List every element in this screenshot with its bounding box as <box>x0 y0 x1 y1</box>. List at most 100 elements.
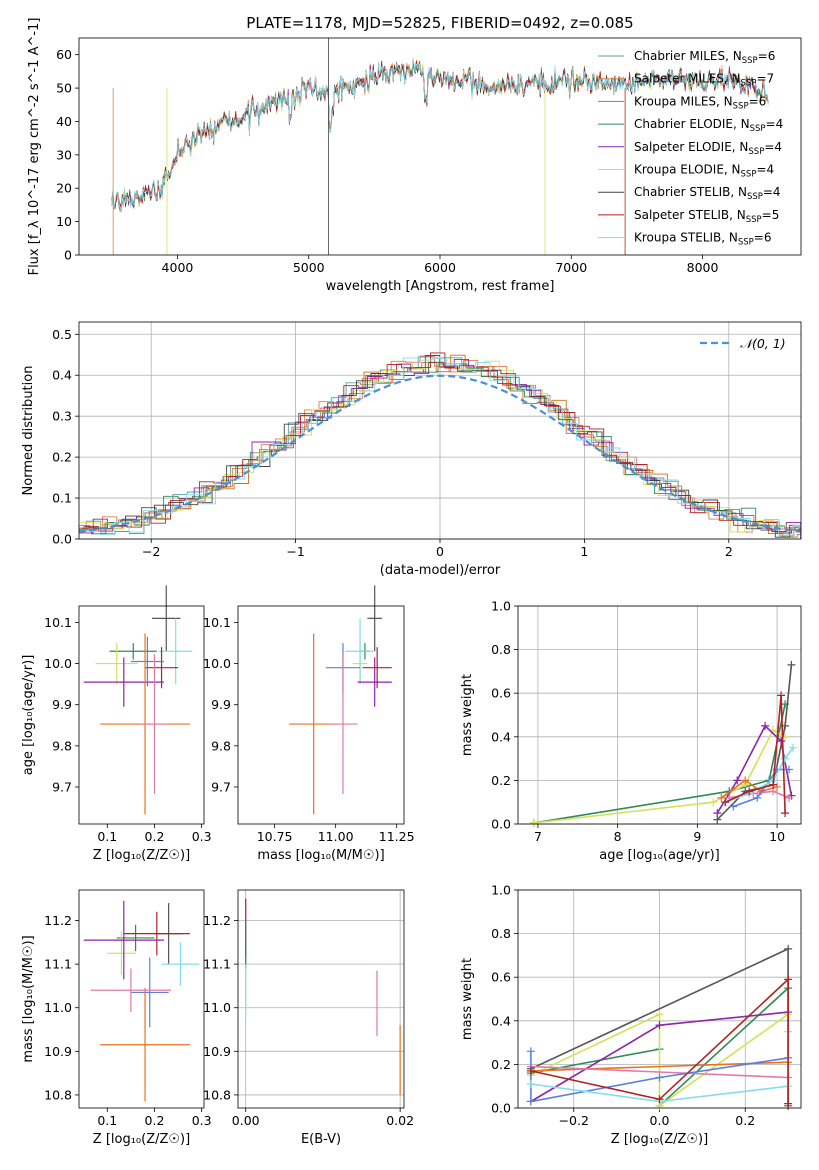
legend-entry-count: =4 <box>764 140 782 154</box>
x-tick-label: 6000 <box>424 260 456 275</box>
legend-entry: Salpeter ELODIE, NSSP=4 <box>634 140 782 157</box>
y-tick-label: 0.0 <box>491 817 511 832</box>
axes-frame <box>78 889 205 1109</box>
y-tick-label: 10.8 <box>44 1087 72 1102</box>
plot-area-weight_vs_z <box>526 944 793 1110</box>
plot-residuals: −2 −1 0 1 2 0.0 0.1 0.2 0.3 0.4 0.5 (data-model)/er… <box>21 321 802 578</box>
axes-frame <box>237 605 405 825</box>
x-tick-label: 11.25 <box>379 829 415 844</box>
weight-marker <box>717 793 726 802</box>
weight-marker <box>777 737 786 746</box>
plots-layer: 4000 5000 6000 7000 80000102030405060wavelen… <box>21 18 802 1147</box>
x-tick-label: 4000 <box>162 260 194 275</box>
data-point <box>100 988 190 1102</box>
weight-marker <box>655 1095 664 1104</box>
data-point <box>145 647 179 689</box>
legend-entry-sub: SSP <box>747 192 763 202</box>
data-point <box>362 647 392 689</box>
y-tick-label: 60 <box>56 47 72 62</box>
legend-entry-count: =6 <box>754 231 772 245</box>
weight-marker <box>655 1021 664 1030</box>
y-tick-label: 11.0 <box>203 1000 231 1015</box>
y-tick-label: 0.4 <box>491 729 511 744</box>
weight-marker <box>785 793 794 802</box>
y-tick-label: 10.0 <box>203 656 231 671</box>
plot-area-residuals: 𝒩(0, 1) <box>78 336 802 540</box>
weight-marker <box>745 787 754 796</box>
legend-entry-text: Kroupa ELODIE, N <box>634 163 741 177</box>
y-tick-label: 9.8 <box>211 738 231 753</box>
plot-mass_vs_z: 0.1 0.2 0.3 10.8 10.9 11.0 11.1 11.2 Z [log₁₀(Z/… <box>21 889 212 1147</box>
weight-marker <box>773 782 782 791</box>
y-tick-label: 11.1 <box>203 957 231 972</box>
data-point <box>130 957 169 1028</box>
legend-entry-text: Salpeter MILES, N <box>634 72 741 86</box>
legend-entry-text: Chabrier STELIB, N <box>634 185 747 199</box>
y-tick-label: 0.1 <box>52 491 72 506</box>
weight-marker <box>733 776 742 785</box>
y-tick-label: 0.4 <box>52 368 72 383</box>
legend-entry-sub: SSP <box>746 215 762 225</box>
x-tick-label: 0.2 <box>735 1113 755 1128</box>
residual-histogram <box>79 354 801 538</box>
y-tick-label: 0.6 <box>491 970 511 985</box>
x-axis-label: Z [log₁₀(Z/Z☉)] <box>93 848 190 863</box>
weight-marker <box>789 743 798 752</box>
plot-area-mass_vs_ebv <box>245 898 401 1095</box>
x-tick-label: 8 <box>614 829 622 844</box>
y-tick-label: 9.7 <box>52 779 72 794</box>
normal-curve <box>78 374 802 533</box>
y-tick-label: 0.2 <box>491 1057 511 1072</box>
x-tick-label: 0.0 <box>650 1113 670 1128</box>
plot-area-age_vs_z <box>83 585 193 815</box>
weight-marker <box>721 798 730 807</box>
weight-marker <box>655 1073 664 1082</box>
legend-entry-text: Kroupa STELIB, N <box>634 231 738 245</box>
data-point <box>123 911 190 956</box>
x-axis-label: (data-model)/error <box>380 563 501 578</box>
weight-series-line <box>533 729 786 824</box>
data-point <box>83 900 164 980</box>
x-tick-label: 0.1 <box>97 1113 117 1128</box>
legend-entry: Chabrier STELIB, NSSP=4 <box>634 185 781 202</box>
y-tick-label: 10.1 <box>203 615 231 630</box>
data-point <box>95 643 138 685</box>
x-tick-label: 1 <box>580 544 588 559</box>
x-tick-label: 8000 <box>687 260 719 275</box>
spectrum-series-line <box>111 59 769 211</box>
x-tick-label: 0.2 <box>145 1113 165 1128</box>
legend-entry-count: =6 <box>749 94 767 108</box>
axes-frame <box>78 605 205 825</box>
weight-series-line <box>720 779 778 799</box>
y-tick-label: 0.3 <box>52 409 72 424</box>
y-tick-label: 30 <box>56 147 72 162</box>
legend-entry: Chabrier MILES, NSSP=6 <box>634 49 775 66</box>
y-tick-label: 9.7 <box>211 779 231 794</box>
y-tick-label: 1.0 <box>491 883 511 898</box>
weight-marker <box>526 1066 535 1075</box>
weight-marker <box>709 798 718 807</box>
y-tick-label: 10.0 <box>44 656 72 671</box>
data-point <box>161 942 200 986</box>
x-tick-label: 0 <box>436 544 444 559</box>
legend-entry-count: =4 <box>763 185 781 199</box>
x-axis-label: E(B-V) <box>301 1132 341 1147</box>
y-tick-label: 0.4 <box>491 1013 511 1028</box>
axes-frame <box>517 605 802 825</box>
plot-area-weight_vs_age <box>529 660 798 827</box>
plot-age_vs_z: 0.1 0.2 0.3 9.7 9.8 9.9 10.0 10.1 Z [log₁₀(Z/Z☉)… <box>21 585 212 863</box>
x-tick-label: 2 <box>725 544 733 559</box>
y-axis-label: mass [log₁₀(M/M☉)] <box>21 935 36 1062</box>
weight-marker <box>526 1080 535 1089</box>
x-tick-label: 10.75 <box>257 829 293 844</box>
x-tick-label: −2 <box>142 544 160 559</box>
legend-entry-count: =4 <box>766 117 784 131</box>
y-tick-label: 1.0 <box>491 599 511 614</box>
data-point <box>140 654 169 794</box>
legend-entry: Salpeter MILES, NSSP=7 <box>634 72 774 89</box>
weight-series-line <box>658 987 789 1107</box>
y-tick-label: 0 <box>64 248 72 263</box>
weight-marker <box>526 1097 535 1106</box>
